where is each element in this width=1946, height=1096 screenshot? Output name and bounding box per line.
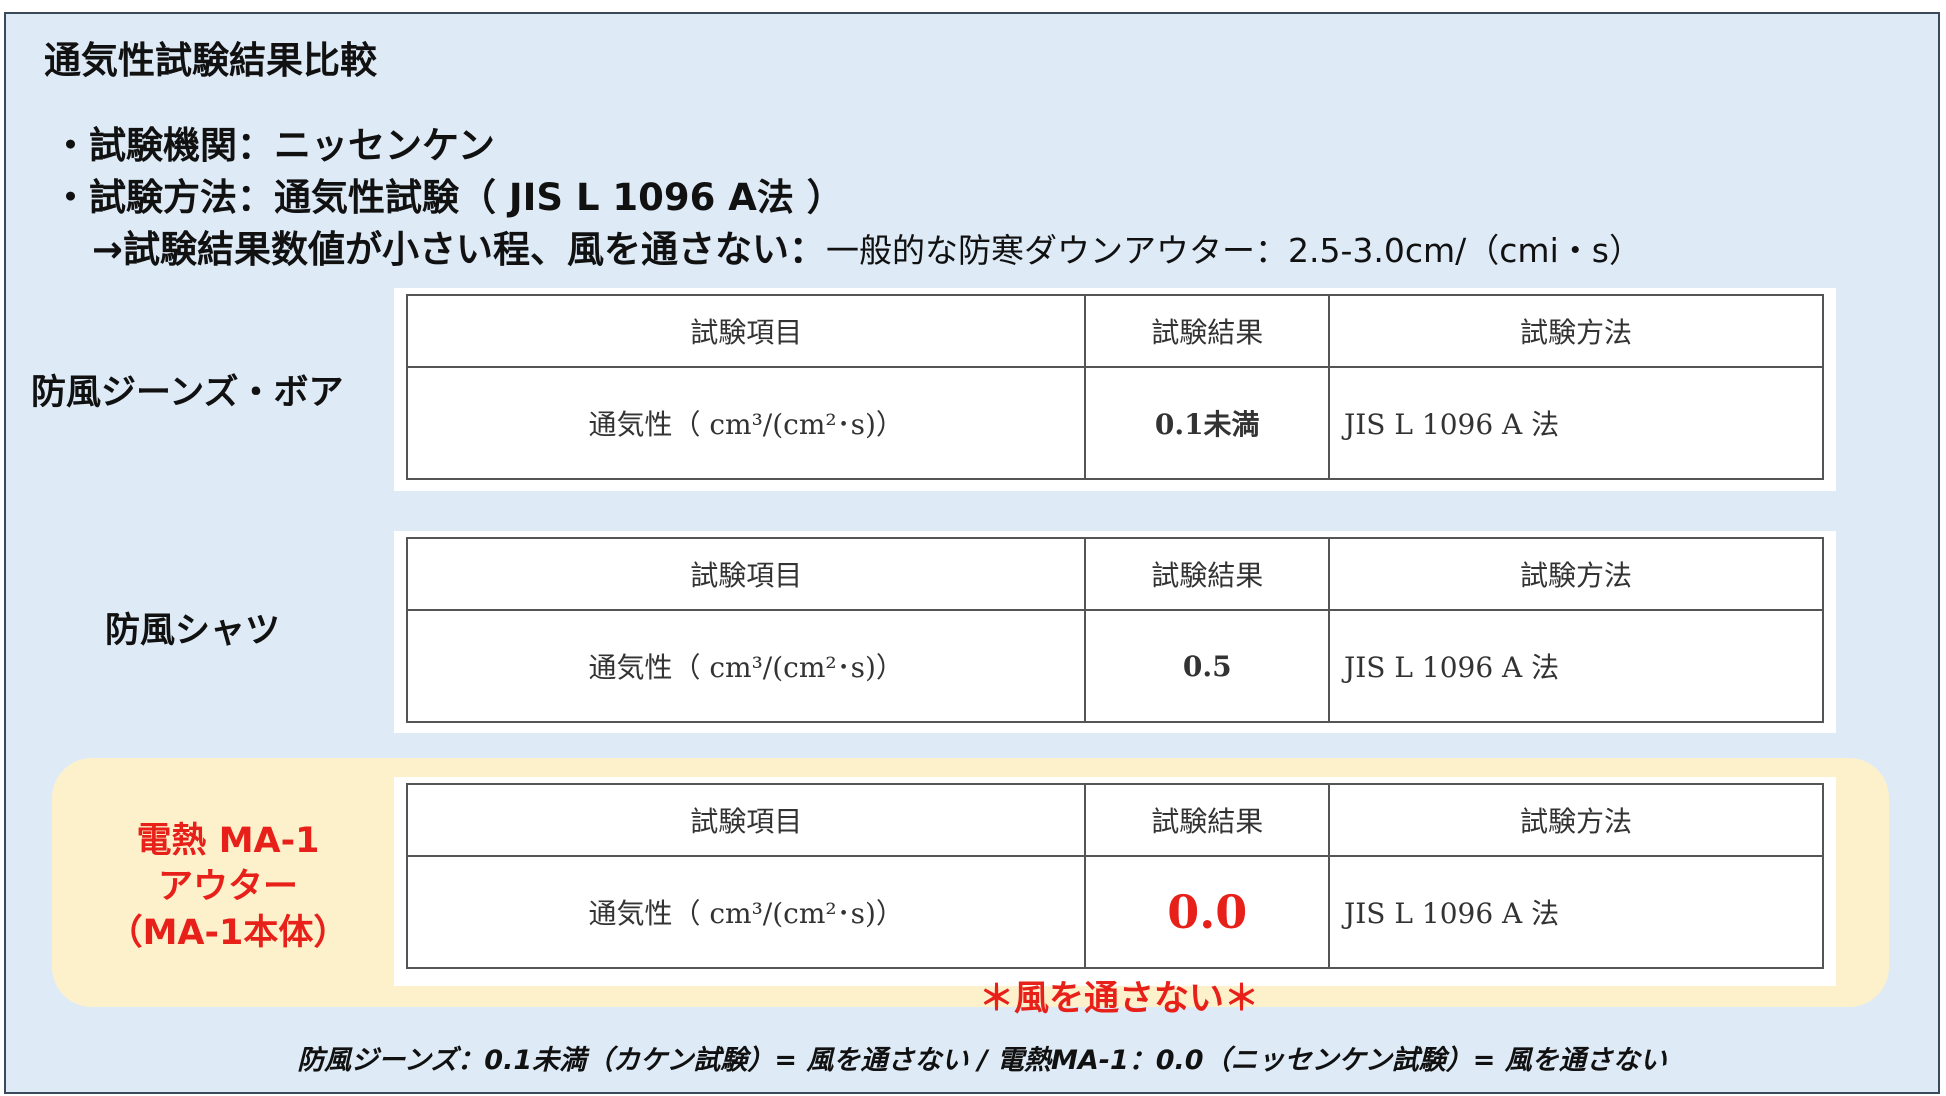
- label-line: 電熱 MA-1: [136, 821, 320, 861]
- bullet-explanation: →試験結果数値が小さい程、風を通さない：一般的な防寒ダウンアウター：2.5-3.…: [92, 219, 1642, 273]
- cell-method: JIS L 1096 A 法: [1328, 366, 1824, 480]
- bullet-test-method: ・試験方法：通気性試験（ JIS L 1096 A法 ）: [52, 176, 844, 219]
- result-table-shirt: 試験項目 試験結果 試験方法 通気性（ cm³/(cm²･s)） 0.5 JIS L 1…: [394, 531, 1836, 733]
- header-item: 試験項目: [405, 537, 1087, 611]
- page-title: 通気性試験結果比較: [44, 39, 377, 82]
- cell-item: 通気性（ cm³/(cm²･s)）: [405, 609, 1087, 723]
- header-result: 試験結果: [1084, 783, 1331, 857]
- cell-item: 通気性（ cm³/(cm²･s)）: [405, 855, 1087, 969]
- cell-result: 0.0: [1084, 855, 1331, 969]
- cell-method: JIS L 1096 A 法: [1328, 609, 1824, 723]
- cell-result: 0.1未満: [1084, 366, 1331, 480]
- header-method: 試験方法: [1328, 294, 1824, 368]
- header-item: 試験項目: [405, 294, 1087, 368]
- windproof-note: ＊風を通さない＊: [978, 979, 1260, 1019]
- product-label-jeans: 防風ジーンズ・ボア: [31, 373, 344, 413]
- explanation-bold: →試験結果数値が小さい程、風を通さない：: [92, 228, 827, 271]
- label-line: アウター: [157, 867, 299, 907]
- header-item: 試験項目: [405, 783, 1087, 857]
- header-method: 試験方法: [1328, 537, 1824, 611]
- footer-summary: 防風ジーンズ：0.1未満（カケン試験）= 風を通さない / 電熱MA-1：0.0…: [297, 1045, 1667, 1076]
- label-line: （MA-1本体）: [107, 913, 349, 953]
- explanation-normal: 一般的な防寒ダウンアウター：2.5-3.0cm/（cmi・s）: [826, 231, 1642, 270]
- result-table-ma1: 試験項目 試験結果 試験方法 通気性（ cm³/(cm²･s)） 0.0 JIS L 1…: [394, 777, 1836, 986]
- bullet-test-agency: ・試験機関：ニッセンケン: [52, 124, 495, 167]
- cell-method: JIS L 1096 A 法: [1328, 855, 1824, 969]
- header-method: 試験方法: [1328, 783, 1824, 857]
- header-result: 試験結果: [1084, 537, 1331, 611]
- cell-result: 0.5: [1084, 609, 1331, 723]
- result-table-jeans: 試験項目 試験結果 試験方法 通気性（ cm³/(cm²･s)） 0.1未満 JIS L…: [394, 288, 1836, 491]
- product-label-shirt: 防風シャツ: [105, 611, 281, 651]
- cell-item: 通気性（ cm³/(cm²･s)）: [405, 366, 1087, 480]
- header-result: 試験結果: [1084, 294, 1331, 368]
- product-label-ma1: 電熱 MA-1 アウター （MA-1本体）: [108, 818, 349, 956]
